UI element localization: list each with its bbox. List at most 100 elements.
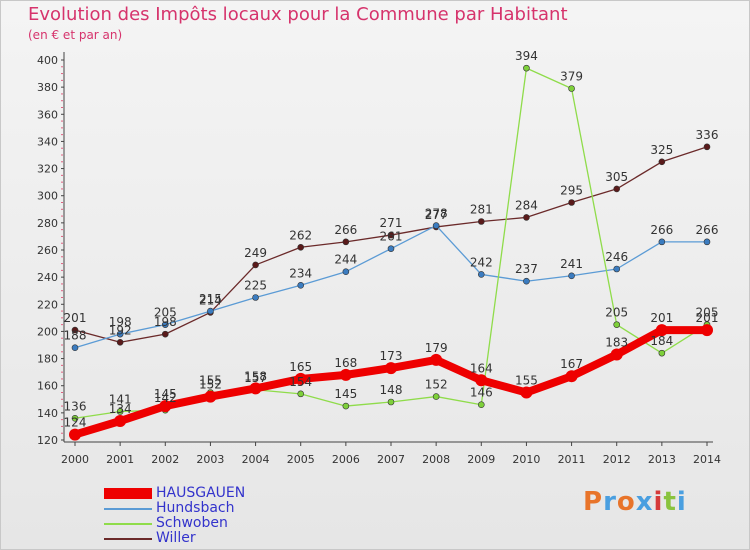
data-label-hundsbach: 234 — [289, 266, 312, 280]
data-point-hundsbach — [568, 272, 575, 280]
data-label-schwoben: 184 — [650, 334, 673, 348]
data-label-willer: 262 — [289, 228, 312, 242]
data-point-willer — [116, 338, 124, 346]
data-point-hausgauen — [610, 348, 623, 361]
x-tick-label: 2004 — [242, 453, 270, 466]
y-tick-label: 200 — [37, 325, 58, 338]
logo-letter: i — [653, 487, 664, 517]
data-point-hundsbach — [161, 321, 169, 328]
y-tick-label: 220 — [37, 298, 58, 311]
data-point-hundsbach — [342, 268, 350, 276]
x-tick-label: 2002 — [151, 453, 179, 466]
data-label-hundsbach: 241 — [560, 257, 583, 271]
data-point-hausgauen — [114, 415, 127, 427]
data-point-willer — [342, 238, 350, 246]
y-tick-label: 180 — [37, 353, 58, 366]
data-point-schwoben — [477, 401, 485, 409]
data-point-willer — [568, 199, 575, 206]
data-point-willer — [297, 243, 305, 251]
data-label-schwoben: 154 — [289, 375, 312, 389]
legend-swatch — [104, 507, 152, 510]
data-point-schwoben — [71, 414, 79, 422]
data-label-willer: 266 — [334, 223, 357, 237]
data-label-schwoben: 141 — [109, 393, 132, 407]
data-label-schwoben: 394 — [515, 49, 538, 63]
data-label-hundsbach: 237 — [515, 262, 538, 276]
legend-label: Willer — [156, 530, 196, 546]
data-label-hausgauen: 201 — [650, 311, 673, 325]
chart-title: Evolution des Impôts locaux pour la Comm… — [28, 4, 568, 25]
data-label-hausgauen: 173 — [380, 349, 403, 363]
data-point-hundsbach — [658, 238, 666, 246]
data-label-hausgauen: 124 — [64, 416, 87, 430]
data-point-hausgauen — [69, 428, 81, 441]
data-label-willer: 336 — [696, 128, 719, 142]
logo-letter: P — [583, 487, 604, 517]
x-tick-label: 2006 — [332, 453, 360, 466]
logo-letter: i — [676, 487, 687, 517]
data-point-hundsbach — [613, 265, 621, 273]
data-label-schwoben: 157 — [244, 371, 267, 385]
y-tick-label: 400 — [37, 54, 58, 67]
y-tick-label: 300 — [37, 190, 58, 203]
data-point-hundsbach — [523, 277, 530, 285]
data-label-hausgauen: 179 — [425, 341, 448, 355]
data-label-hundsbach: 188 — [64, 329, 87, 343]
x-tick-label: 2001 — [106, 453, 134, 466]
data-label-schwoben: 205 — [605, 306, 628, 320]
data-label-schwoben: 148 — [380, 383, 403, 397]
x-tick-label: 2010 — [512, 453, 540, 466]
data-point-schwoben — [342, 402, 350, 410]
y-tick-label: 340 — [37, 135, 58, 148]
data-label-hundsbach: 246 — [605, 250, 628, 264]
x-tick-label: 2014 — [693, 453, 721, 466]
data-label-willer: 192 — [109, 323, 132, 337]
data-label-willer: 325 — [650, 143, 673, 157]
data-point-willer — [252, 261, 259, 269]
data-label-schwoben: 152 — [425, 378, 448, 392]
data-label-willer: 305 — [605, 170, 628, 184]
data-label-hausgauen: 168 — [334, 356, 357, 370]
y-tick-label: 360 — [37, 108, 58, 121]
data-label-hundsbach: 261 — [380, 230, 403, 244]
data-point-schwoben — [297, 390, 305, 398]
data-label-schwoben: 136 — [64, 399, 87, 413]
data-point-hundsbach — [252, 294, 259, 301]
y-tick-label: 140 — [37, 407, 58, 420]
data-point-hundsbach — [207, 307, 214, 315]
data-label-schwoben: 379 — [560, 70, 583, 84]
data-point-willer — [477, 218, 485, 225]
y-tick-label: 240 — [37, 271, 58, 284]
data-label-hausgauen: 158 — [244, 369, 267, 383]
data-point-schwoben — [116, 408, 124, 415]
data-label-schwoben: 145 — [334, 387, 357, 401]
data-point-hundsbach — [387, 245, 395, 252]
data-point-willer — [658, 158, 666, 166]
logo-letter: t — [663, 487, 677, 517]
data-label-hausgauen: 165 — [289, 360, 312, 374]
data-point-hausgauen — [294, 372, 307, 385]
data-label-hausgauen: 164 — [470, 361, 493, 375]
x-tick-label: 2008 — [422, 453, 450, 466]
data-point-hundsbach — [432, 222, 440, 229]
data-point-hausgauen — [249, 382, 262, 395]
data-point-willer — [71, 326, 79, 334]
data-label-hundsbach: 242 — [470, 255, 493, 269]
data-point-hundsbach — [477, 271, 485, 278]
data-label-willer: 198 — [154, 315, 177, 329]
data-label-willer: 249 — [244, 246, 267, 260]
data-label-hausgauen: 201 — [696, 311, 719, 325]
data-point-hundsbach — [71, 344, 79, 352]
y-tick-label: 320 — [37, 163, 58, 176]
data-label-hausgauen: 152 — [199, 378, 222, 392]
logo-letter: o — [616, 487, 636, 517]
data-label-hundsbach: 266 — [696, 223, 719, 237]
legend-swatch — [104, 537, 152, 540]
legend-label: Schwoben — [156, 515, 228, 531]
legend-item-hundsbach: Hundsbach — [104, 501, 245, 516]
x-tick-label: 2011 — [558, 453, 586, 466]
x-tick-label: 2000 — [61, 453, 89, 466]
legend-item-hausgauen: HAUSGAUEN — [104, 486, 245, 501]
logo-letter: x — [635, 487, 654, 517]
data-label-hausgauen: 155 — [515, 374, 538, 388]
